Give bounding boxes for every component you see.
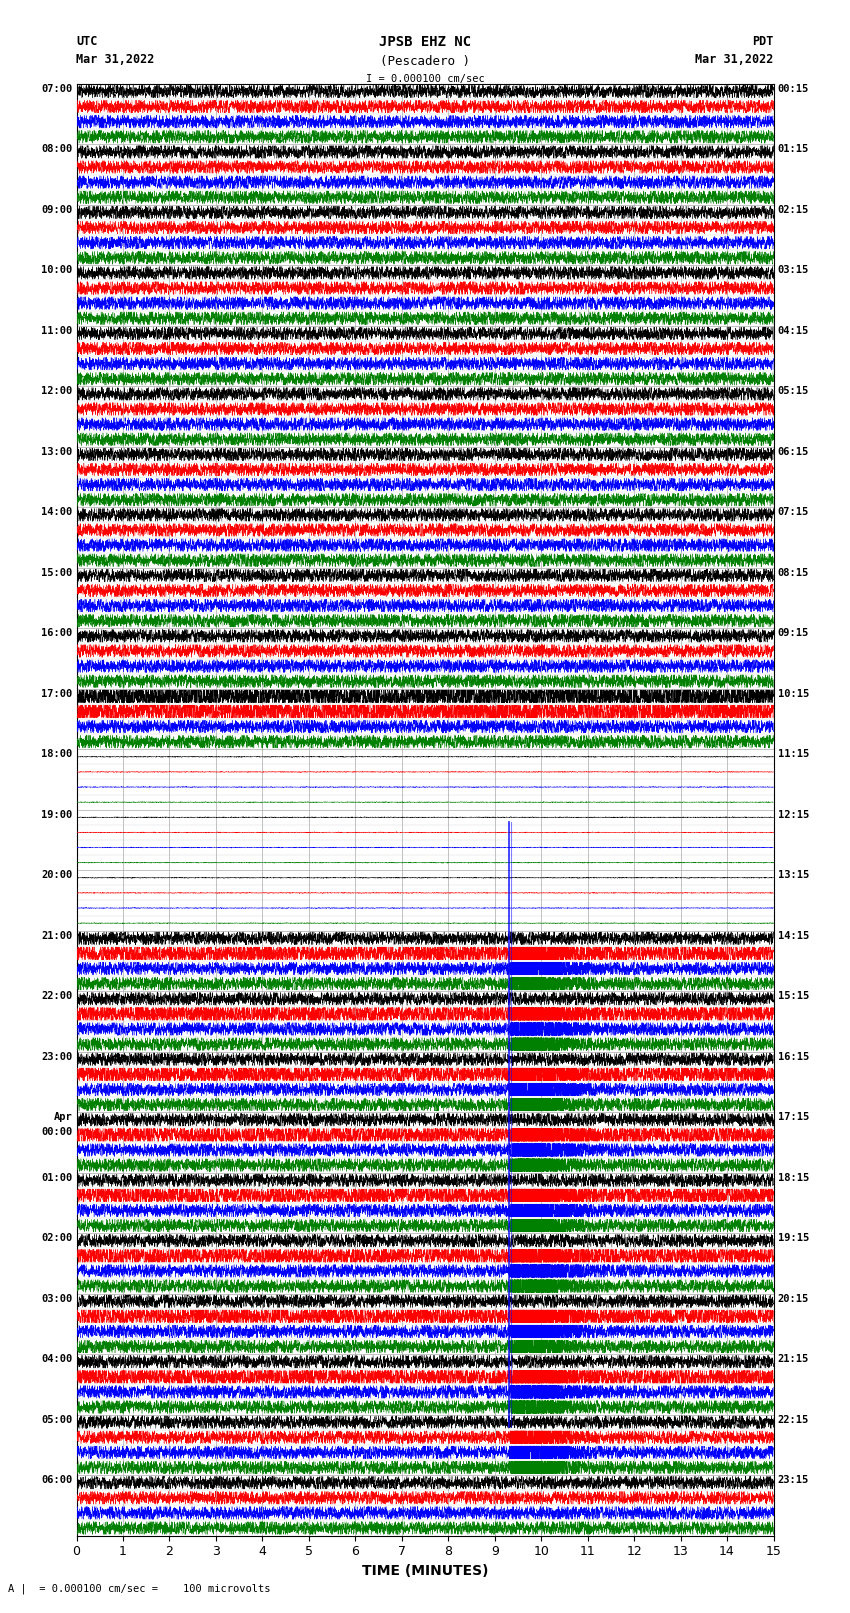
- Text: 18:15: 18:15: [778, 1173, 809, 1182]
- Text: 17:15: 17:15: [778, 1113, 809, 1123]
- Text: 07:15: 07:15: [778, 508, 809, 518]
- Text: Apr: Apr: [54, 1113, 72, 1123]
- Text: JPSB EHZ NC: JPSB EHZ NC: [379, 35, 471, 50]
- Text: 18:00: 18:00: [41, 748, 72, 760]
- Text: 20:00: 20:00: [41, 871, 72, 881]
- Text: 22:15: 22:15: [778, 1415, 809, 1424]
- Text: 04:00: 04:00: [41, 1355, 72, 1365]
- Text: 12:15: 12:15: [778, 810, 809, 819]
- Text: 14:00: 14:00: [41, 508, 72, 518]
- Text: 15:15: 15:15: [778, 990, 809, 1002]
- Text: 21:00: 21:00: [41, 931, 72, 940]
- Text: 13:00: 13:00: [41, 447, 72, 456]
- Text: 11:15: 11:15: [778, 748, 809, 760]
- Text: (Pescadero ): (Pescadero ): [380, 55, 470, 68]
- Text: 16:00: 16:00: [41, 627, 72, 639]
- Text: 01:00: 01:00: [41, 1173, 72, 1182]
- Text: 23:15: 23:15: [778, 1474, 809, 1486]
- Text: 14:15: 14:15: [778, 931, 809, 940]
- Text: 00:15: 00:15: [778, 84, 809, 94]
- Text: 22:00: 22:00: [41, 990, 72, 1002]
- Text: A |  = 0.000100 cm/sec =    100 microvolts: A | = 0.000100 cm/sec = 100 microvolts: [8, 1582, 271, 1594]
- Text: 13:15: 13:15: [778, 871, 809, 881]
- Text: UTC: UTC: [76, 35, 98, 48]
- Text: 10:00: 10:00: [41, 266, 72, 276]
- Text: 09:00: 09:00: [41, 205, 72, 215]
- Text: 03:00: 03:00: [41, 1294, 72, 1303]
- Text: Mar 31,2022: Mar 31,2022: [76, 53, 155, 66]
- Text: 20:15: 20:15: [778, 1294, 809, 1303]
- Text: 16:15: 16:15: [778, 1052, 809, 1061]
- Text: 23:00: 23:00: [41, 1052, 72, 1061]
- Text: 07:00: 07:00: [41, 84, 72, 94]
- Text: 02:00: 02:00: [41, 1232, 72, 1244]
- Text: 09:15: 09:15: [778, 627, 809, 639]
- Text: 05:00: 05:00: [41, 1415, 72, 1424]
- Text: 00:00: 00:00: [41, 1126, 72, 1137]
- Text: 03:15: 03:15: [778, 266, 809, 276]
- Text: 11:00: 11:00: [41, 326, 72, 336]
- Text: I = 0.000100 cm/sec: I = 0.000100 cm/sec: [366, 74, 484, 84]
- Text: PDT: PDT: [752, 35, 774, 48]
- Text: 06:00: 06:00: [41, 1474, 72, 1486]
- Text: 15:00: 15:00: [41, 568, 72, 577]
- Text: 04:15: 04:15: [778, 326, 809, 336]
- Text: 17:00: 17:00: [41, 689, 72, 698]
- Text: 06:15: 06:15: [778, 447, 809, 456]
- Text: 01:15: 01:15: [778, 145, 809, 155]
- Text: 21:15: 21:15: [778, 1355, 809, 1365]
- Text: 02:15: 02:15: [778, 205, 809, 215]
- Text: 08:00: 08:00: [41, 145, 72, 155]
- Text: Mar 31,2022: Mar 31,2022: [695, 53, 774, 66]
- Text: 19:00: 19:00: [41, 810, 72, 819]
- X-axis label: TIME (MINUTES): TIME (MINUTES): [362, 1565, 488, 1578]
- Text: 10:15: 10:15: [778, 689, 809, 698]
- Text: 08:15: 08:15: [778, 568, 809, 577]
- Text: 12:00: 12:00: [41, 387, 72, 397]
- Text: 19:15: 19:15: [778, 1232, 809, 1244]
- Text: 05:15: 05:15: [778, 387, 809, 397]
